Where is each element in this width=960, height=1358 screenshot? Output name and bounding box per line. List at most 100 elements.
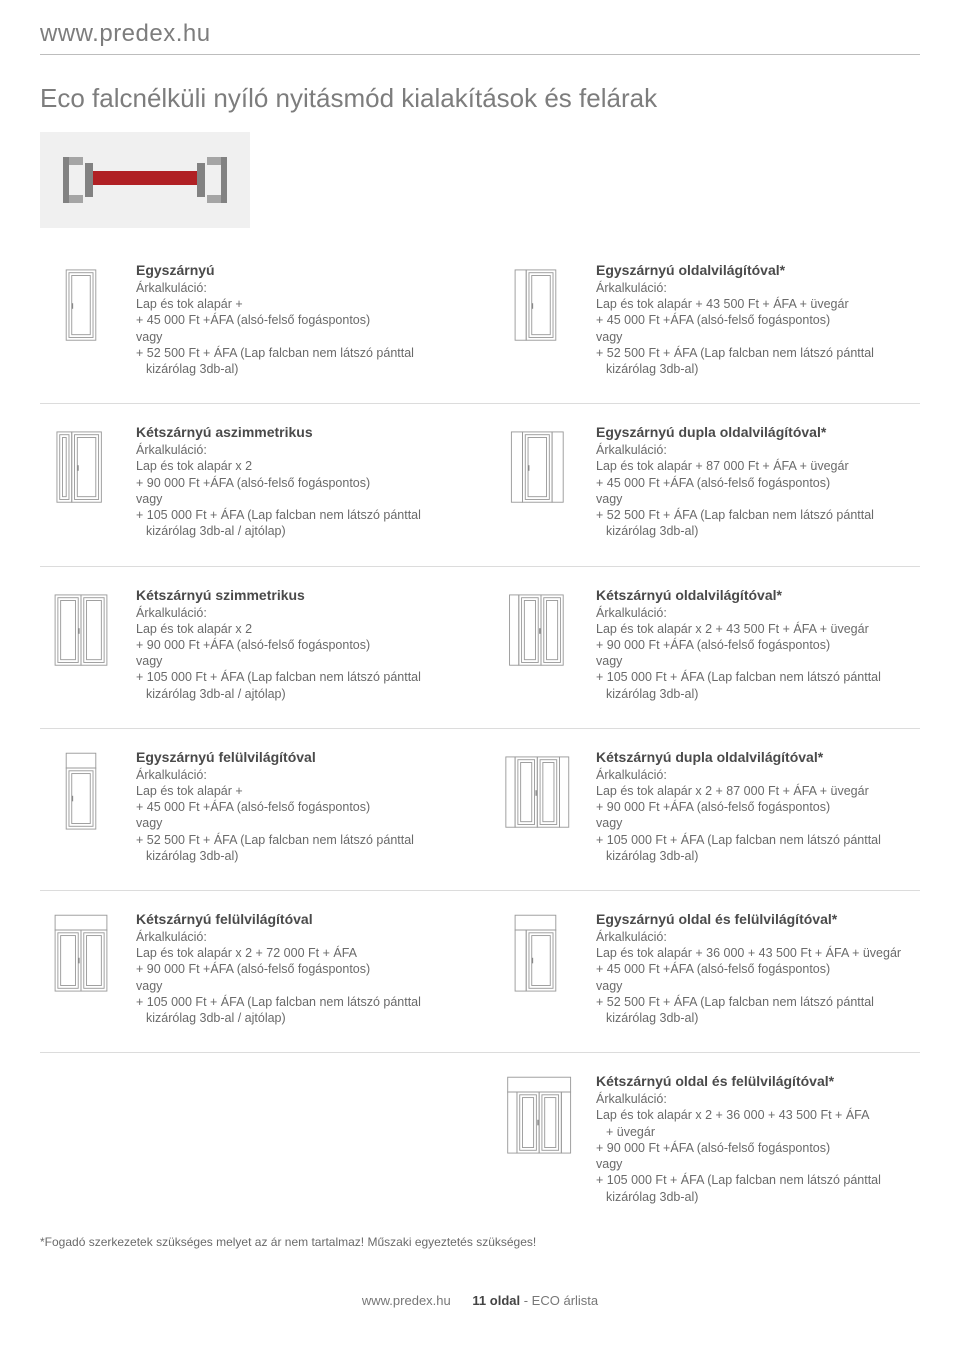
price-line: vagy	[136, 815, 460, 831]
calc-label: Árkalkuláció:	[596, 443, 920, 457]
calc-label: Árkalkuláció:	[136, 443, 460, 457]
price-lines: Lap és tok alapár x 2 + 36 000 + 43 500 …	[596, 1107, 920, 1205]
price-line: Lap és tok alapár + 36 000 + 43 500 Ft +…	[596, 945, 920, 961]
price-line: Lap és tok alapár x 2	[136, 621, 460, 637]
item-title: Egyszárnyú	[136, 262, 460, 278]
price-line: + 45 000 Ft +ÁFA (alsó-felső fogáspontos…	[596, 312, 920, 328]
product-item: Kétszárnyú aszimmetrikus Árkalkuláció:Lap…	[40, 418, 460, 551]
footer: www.predex.hu 11 oldal - ECO árlista	[40, 1293, 920, 1322]
price-line: + üvegár	[596, 1124, 920, 1140]
product-item: Egyszárnyú oldalvilágítóval* Árkalkuláció…	[500, 256, 920, 389]
price-line: kizárólag 3db-al / ajtólap)	[136, 1010, 460, 1026]
price-line: + 90 000 Ft +ÁFA (alsó-felső fogáspontos…	[136, 637, 460, 653]
door-icon	[500, 587, 582, 675]
item-title: Kétszárnyú dupla oldalvilágítóval*	[596, 749, 920, 765]
row-separator	[40, 1052, 920, 1053]
price-lines: Lap és tok alapár ++ 45 000 Ft +ÁFA (als…	[136, 296, 460, 377]
price-line: vagy	[596, 815, 920, 831]
calc-label: Árkalkuláció:	[596, 606, 920, 620]
price-line: kizárólag 3db-al)	[596, 361, 920, 377]
calc-label: Árkalkuláció:	[596, 768, 920, 782]
price-lines: Lap és tok alapár x 2+ 90 000 Ft +ÁFA (a…	[136, 458, 460, 539]
price-line: + 52 500 Ft + ÁFA (Lap falcban nem látsz…	[596, 345, 920, 361]
price-line: Lap és tok alapár + 43 500 Ft + ÁFA + üv…	[596, 296, 920, 312]
price-line: + 105 000 Ft + ÁFA (Lap falcban nem láts…	[596, 832, 920, 848]
price-line: Lap és tok alapár +	[136, 296, 460, 312]
item-title: Egyszárnyú dupla oldalvilágítóval*	[596, 424, 920, 440]
price-line: + 105 000 Ft + ÁFA (Lap falcban nem láts…	[136, 994, 460, 1010]
price-line: Lap és tok alapár x 2 + 43 500 Ft + ÁFA …	[596, 621, 920, 637]
item-title: Kétszárnyú aszimmetrikus	[136, 424, 460, 440]
footer-url: www.predex.hu	[362, 1293, 451, 1308]
price-line: kizárólag 3db-al / ajtólap)	[136, 686, 460, 702]
product-item: Kétszárnyú szimmetrikusÁrkalkuláció:Lap …	[40, 581, 460, 714]
product-item: Kétszárnyú oldalvilágítóval* Árkalkuláció…	[500, 581, 920, 714]
price-line: + 90 000 Ft +ÁFA (alsó-felső fogáspontos…	[596, 1140, 920, 1156]
price-line: vagy	[136, 653, 460, 669]
price-line: vagy	[596, 653, 920, 669]
hero-diagram	[40, 132, 250, 228]
price-line: + 52 500 Ft + ÁFA (Lap falcban nem látsz…	[596, 994, 920, 1010]
door-icon	[40, 587, 122, 675]
price-line: vagy	[596, 491, 920, 507]
door-icon	[500, 911, 582, 999]
price-line: Lap és tok alapár x 2 + 36 000 + 43 500 …	[596, 1107, 920, 1123]
row-separator	[40, 728, 920, 729]
footer-page: 11 oldal	[472, 1293, 520, 1308]
item-title: Egyszárnyú oldal és felülvilágítóval*	[596, 911, 920, 927]
price-line: + 105 000 Ft + ÁFA (Lap falcban nem láts…	[596, 669, 920, 685]
price-line: + 105 000 Ft + ÁFA (Lap falcban nem láts…	[136, 507, 460, 523]
item-title: Egyszárnyú oldalvilágítóval*	[596, 262, 920, 278]
door-icon	[40, 262, 122, 350]
price-line: Lap és tok alapár x 2 + 87 000 Ft + ÁFA …	[596, 783, 920, 799]
price-lines: Lap és tok alapár x 2 + 87 000 Ft + ÁFA …	[596, 783, 920, 864]
price-line: kizárólag 3db-al / ajtólap)	[136, 523, 460, 539]
door-icon	[500, 424, 582, 512]
price-lines: Lap és tok alapár x 2+ 90 000 Ft +ÁFA (a…	[136, 621, 460, 702]
product-item: Egyszárnyú felülvilágítóvalÁrkalkuláció:…	[40, 743, 460, 876]
row-separator	[40, 403, 920, 404]
price-line: kizárólag 3db-al)	[596, 1010, 920, 1026]
price-line: + 45 000 Ft +ÁFA (alsó-felső fogáspontos…	[596, 961, 920, 977]
price-line: + 90 000 Ft +ÁFA (alsó-felső fogáspontos…	[596, 637, 920, 653]
row-separator	[40, 890, 920, 891]
price-line: kizárólag 3db-al)	[596, 1189, 920, 1205]
price-line: kizárólag 3db-al)	[596, 848, 920, 864]
product-item: Kétszárnyú dupla oldalvilágítóval* Árkalk…	[500, 743, 920, 876]
header-rule	[40, 54, 920, 55]
footer-suffix: - ECO árlista	[520, 1293, 598, 1308]
price-line: + 52 500 Ft + ÁFA (Lap falcban nem látsz…	[136, 832, 460, 848]
price-line: Lap és tok alapár x 2 + 72 000 Ft + ÁFA	[136, 945, 460, 961]
price-line: Lap és tok alapár x 2	[136, 458, 460, 474]
price-line: vagy	[596, 329, 920, 345]
product-item: EgyszárnyúÁrkalkuláció:Lap és tok alapár…	[40, 256, 460, 389]
item-title: Kétszárnyú oldalvilágítóval*	[596, 587, 920, 603]
footnote: *Fogadó szerkezetek szükséges melyet az …	[40, 1235, 920, 1249]
price-line: Lap és tok alapár +	[136, 783, 460, 799]
price-line: + 105 000 Ft + ÁFA (Lap falcban nem láts…	[136, 669, 460, 685]
price-line: + 90 000 Ft +ÁFA (alsó-felső fogáspontos…	[136, 475, 460, 491]
price-lines: Lap és tok alapár + 87 000 Ft + ÁFA + üv…	[596, 458, 920, 539]
price-line: + 52 500 Ft + ÁFA (Lap falcban nem látsz…	[136, 345, 460, 361]
item-title: Kétszárnyú szimmetrikus	[136, 587, 460, 603]
price-line: vagy	[596, 978, 920, 994]
price-line: + 45 000 Ft +ÁFA (alsó-felső fogáspontos…	[136, 799, 460, 815]
price-line: vagy	[136, 491, 460, 507]
calc-label: Árkalkuláció:	[136, 930, 460, 944]
product-item: Egyszárnyú oldal és felülvilágítóval* Árk…	[500, 905, 920, 1038]
calc-label: Árkalkuláció:	[596, 1092, 920, 1106]
price-lines: Lap és tok alapár + 43 500 Ft + ÁFA + üv…	[596, 296, 920, 377]
door-icon	[500, 749, 582, 837]
calc-label: Árkalkuláció:	[596, 930, 920, 944]
price-lines: Lap és tok alapár + 36 000 + 43 500 Ft +…	[596, 945, 920, 1026]
calc-label: Árkalkuláció:	[596, 281, 920, 295]
page-title: Eco falcnélküli nyíló nyitásmód kialakít…	[40, 83, 920, 114]
price-line: kizárólag 3db-al)	[136, 361, 460, 377]
price-line: vagy	[136, 978, 460, 994]
site-url: www.predex.hu	[40, 20, 920, 48]
door-icon	[40, 749, 122, 837]
door-icon	[500, 1073, 582, 1161]
price-line: vagy	[136, 329, 460, 345]
price-line: + 52 500 Ft + ÁFA (Lap falcban nem látsz…	[596, 507, 920, 523]
price-line: + 90 000 Ft +ÁFA (alsó-felső fogáspontos…	[596, 799, 920, 815]
